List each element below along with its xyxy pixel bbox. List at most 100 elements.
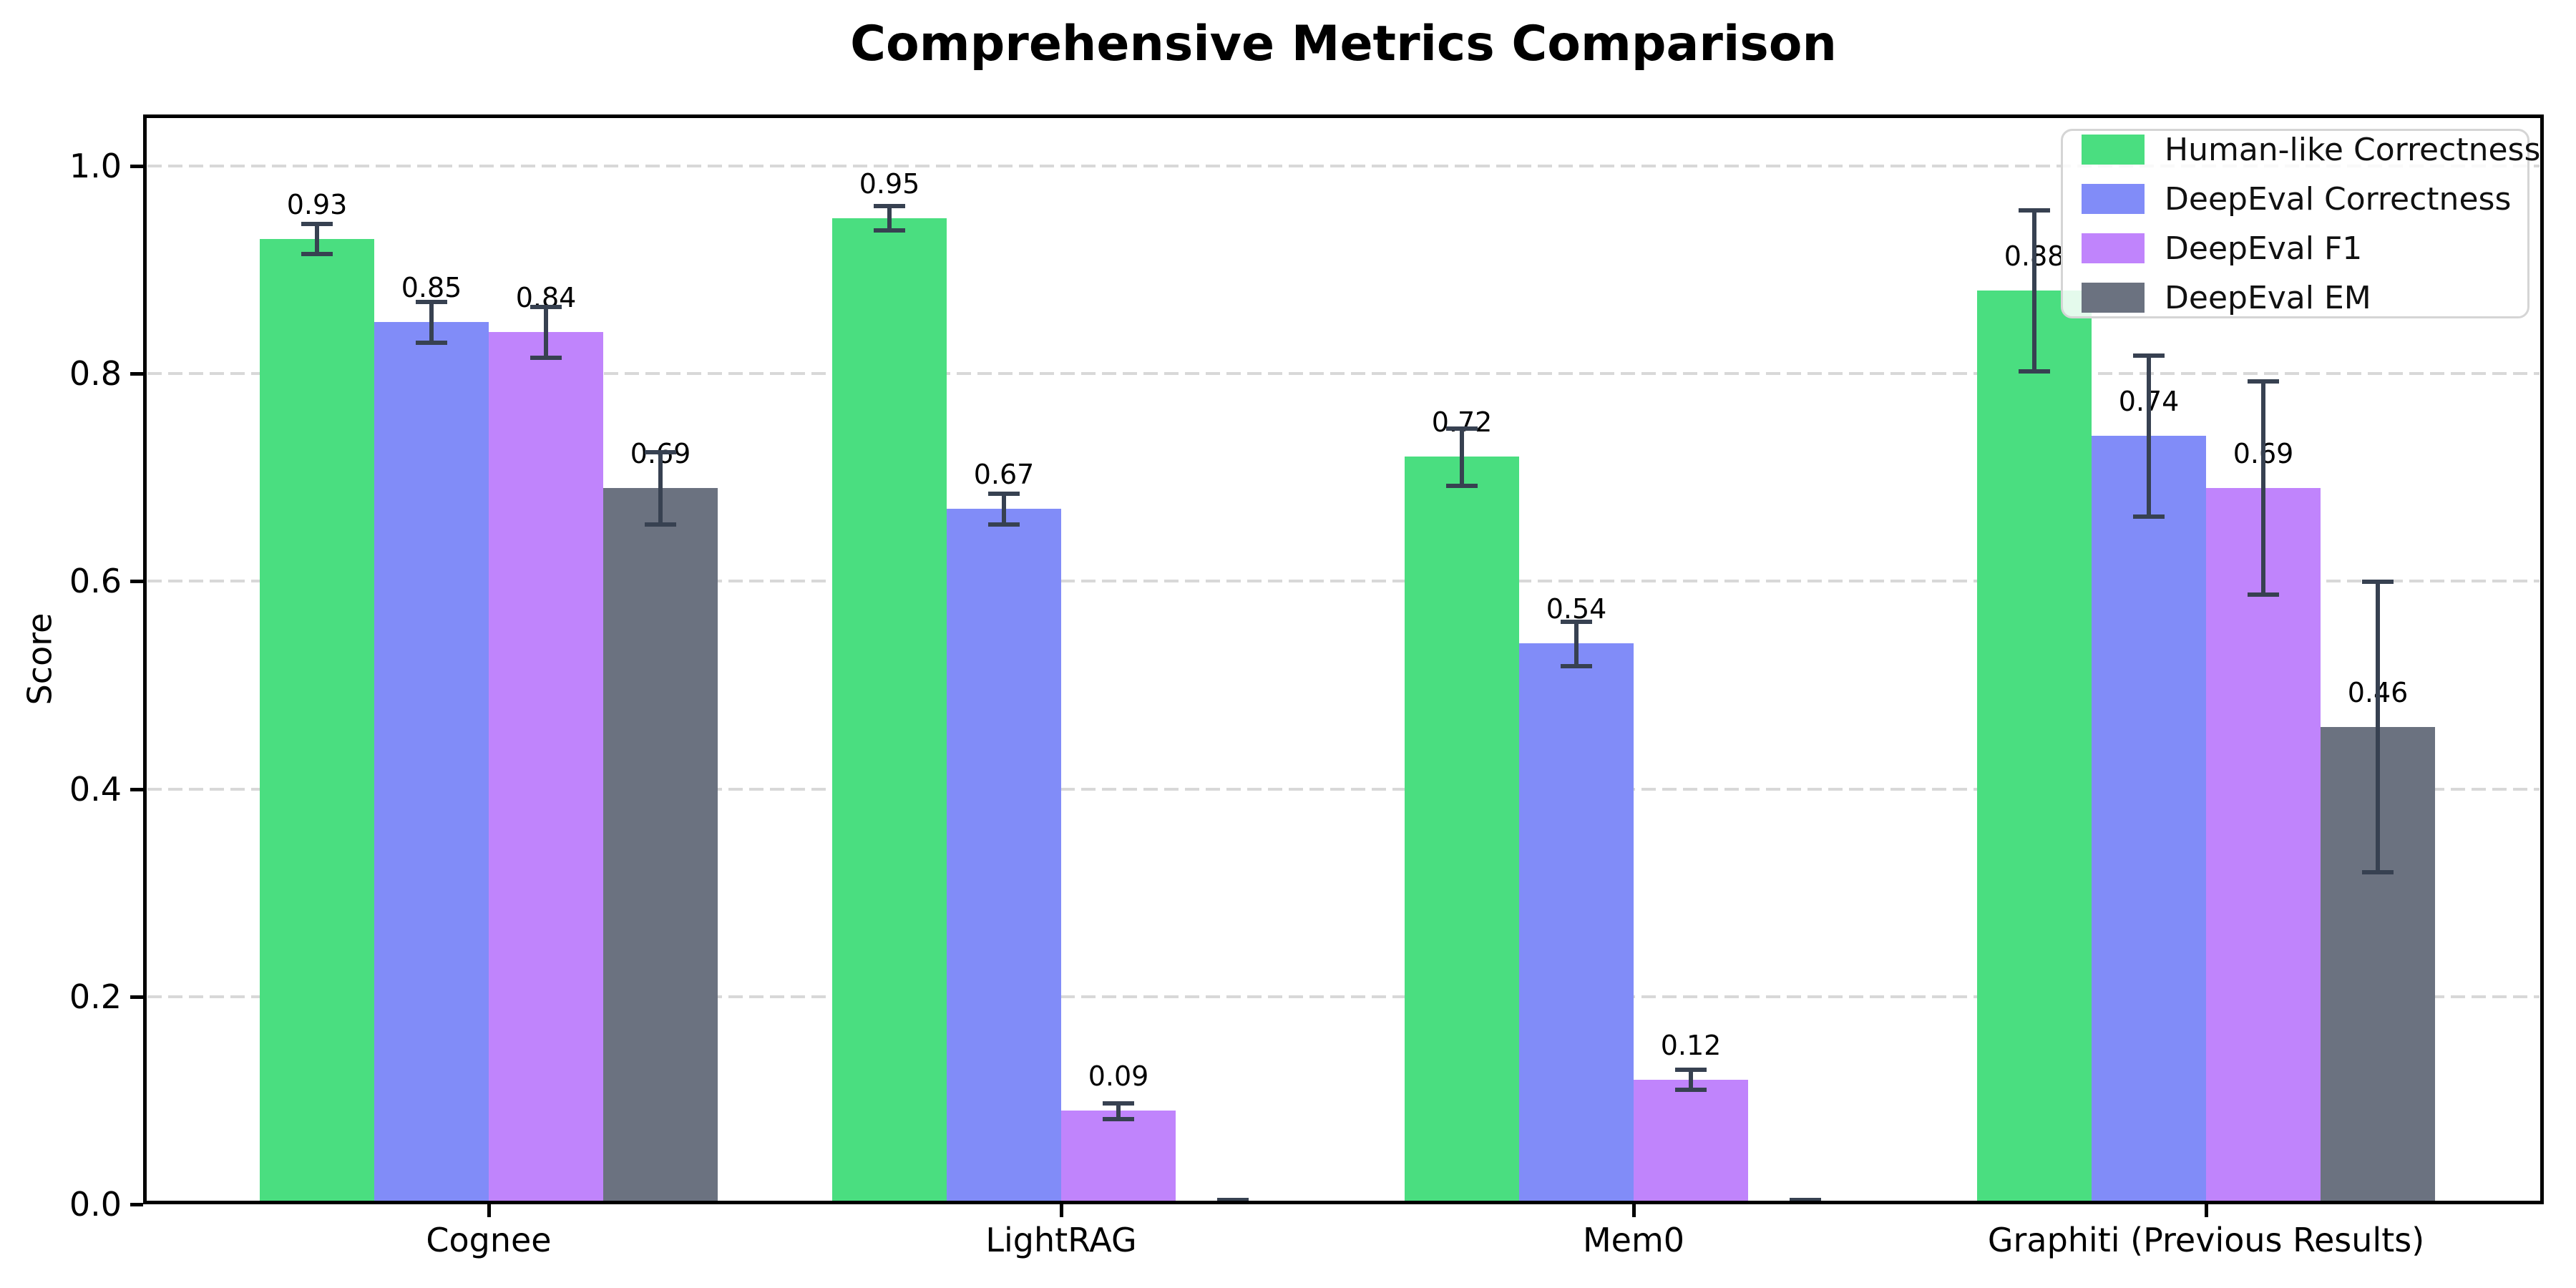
y-tick-mark [130,165,143,168]
error-bar-cap-bottom [1675,1088,1707,1093]
legend-swatch-gray [2082,283,2145,313]
error-bar-cap-bottom [530,356,562,361]
x-tick-label: Cognee [426,1221,552,1259]
bar-value-label: 0.12 [1660,1029,1722,1061]
error-bar-cap-bottom [2362,869,2394,874]
error-bar [1689,1069,1693,1091]
gridline [147,995,2540,998]
bar-human-like-correctness-1 [832,218,947,1204]
error-bar [2032,209,2036,372]
y-tick-label: 1.0 [69,147,122,185]
error-bar-cap-bottom [988,522,1020,527]
error-bar-cap-bottom [2019,369,2050,374]
error-bar [1116,1102,1121,1119]
gridline [147,580,2540,583]
y-tick-mark [130,1203,143,1206]
gridline [147,372,2540,376]
y-tick-mark [130,372,143,376]
error-bar-cap-top [2362,580,2394,585]
legend-swatch-blue [2082,184,2145,214]
error-bar [1574,620,1579,667]
error-bar-cap-top [1675,1068,1707,1073]
legend-swatch-purple [2082,233,2145,263]
bar-deepeval-f1-1 [1061,1111,1176,1204]
bar-value-label: 0.54 [1546,593,1607,625]
y-tick-label: 0.4 [69,769,122,809]
y-tick-mark [130,995,143,999]
error-bar-cap-bottom [416,340,447,345]
y-tick-label: 0.0 [69,1185,122,1224]
error-bar [658,452,663,525]
y-tick-mark [130,580,143,584]
error-bar-cap-top [874,204,905,209]
x-tick-mark [487,1204,491,1217]
chart-title: Comprehensive Metrics Comparison [850,16,1837,72]
error-bar [1460,427,1464,486]
legend-label: DeepEval Correctness [2165,180,2512,218]
bar-deepeval-correctness-1 [947,508,1061,1204]
error-bar-cap-bottom [874,228,905,233]
y-axis-label-text: Score [20,613,59,706]
gridline [147,165,2540,167]
error-bar-cap-bottom [301,252,333,257]
legend-item: DeepEval Correctness [2082,180,2512,218]
bar-deepeval-f1-3 [2206,487,2321,1204]
bar-deepeval-f1-2 [1634,1079,1748,1204]
legend-item: Human-like Correctness [2082,132,2540,168]
legend-label: Human-like Correctness [2165,131,2541,168]
error-bar [2376,581,2380,872]
error-bar [544,306,548,358]
gridline [147,787,2540,791]
bar-deepeval-f1-0 [489,332,603,1204]
legend-label: DeepEval F1 [2165,230,2363,267]
error-bar [315,223,319,255]
error-bar [1002,493,1006,525]
legend-label: DeepEval EM [2165,279,2371,316]
y-tick-mark [130,787,143,791]
bar-human-like-correctness-0 [260,238,374,1204]
legend-item: DeepEval EM [2082,280,2509,316]
y-tick-label: 0.8 [69,354,122,394]
y-tick-label: 0.2 [69,977,122,1016]
error-bar-cap-top [645,450,676,455]
y-tick-label: 0.6 [69,562,122,601]
bar-value-label: 0.85 [401,271,462,303]
error-bar [2147,355,2151,517]
bar-value-label: 0.09 [1088,1060,1149,1093]
bar-human-like-correctness-3 [1977,291,2092,1204]
error-bar-cap-top [1103,1101,1134,1106]
error-bar-cap-top [2133,353,2165,358]
error-bar [2261,381,2265,595]
error-bar-cap-top [530,304,562,309]
error-bar-cap-bottom [2133,514,2165,519]
bar-deepeval-correctness-3 [2092,436,2206,1204]
error-bar-cap-bottom [2248,592,2279,597]
x-tick-mark [1632,1204,1636,1217]
error-bar-cap-top [2248,379,2279,384]
legend-swatch-green [2082,135,2145,165]
bar-human-like-correctness-2 [1405,457,1519,1204]
bar-deepeval-em-0 [603,487,718,1204]
x-tick-label: Graphiti (Previous Results) [1987,1221,2425,1259]
error-bar-cap-top [1790,1197,1821,1202]
error-bar-cap-bottom [1446,483,1478,488]
error-bar [887,205,892,230]
error-bar-cap-bottom [1103,1117,1134,1122]
x-tick-mark [2205,1204,2208,1217]
error-bar-cap-top [301,221,333,226]
legend: Human-like Correctness DeepEval Correctn… [2061,129,2540,318]
error-bar-cap-top [988,492,1020,497]
error-bar [429,301,434,343]
error-bar-cap-top [1446,426,1478,431]
bar-value-label: 0.95 [859,167,920,200]
x-tick-label: Mem0 [1582,1221,1685,1259]
x-tick-label: LightRAG [985,1221,1137,1259]
legend-item: DeepEval F1 [2082,230,2509,267]
bar-value-label: 0.93 [286,188,348,220]
error-bar-cap-top [1217,1197,1249,1202]
y-axis-label: Score [14,552,64,766]
error-bar-cap-top [2019,208,2050,213]
error-bar-cap-bottom [645,522,676,527]
